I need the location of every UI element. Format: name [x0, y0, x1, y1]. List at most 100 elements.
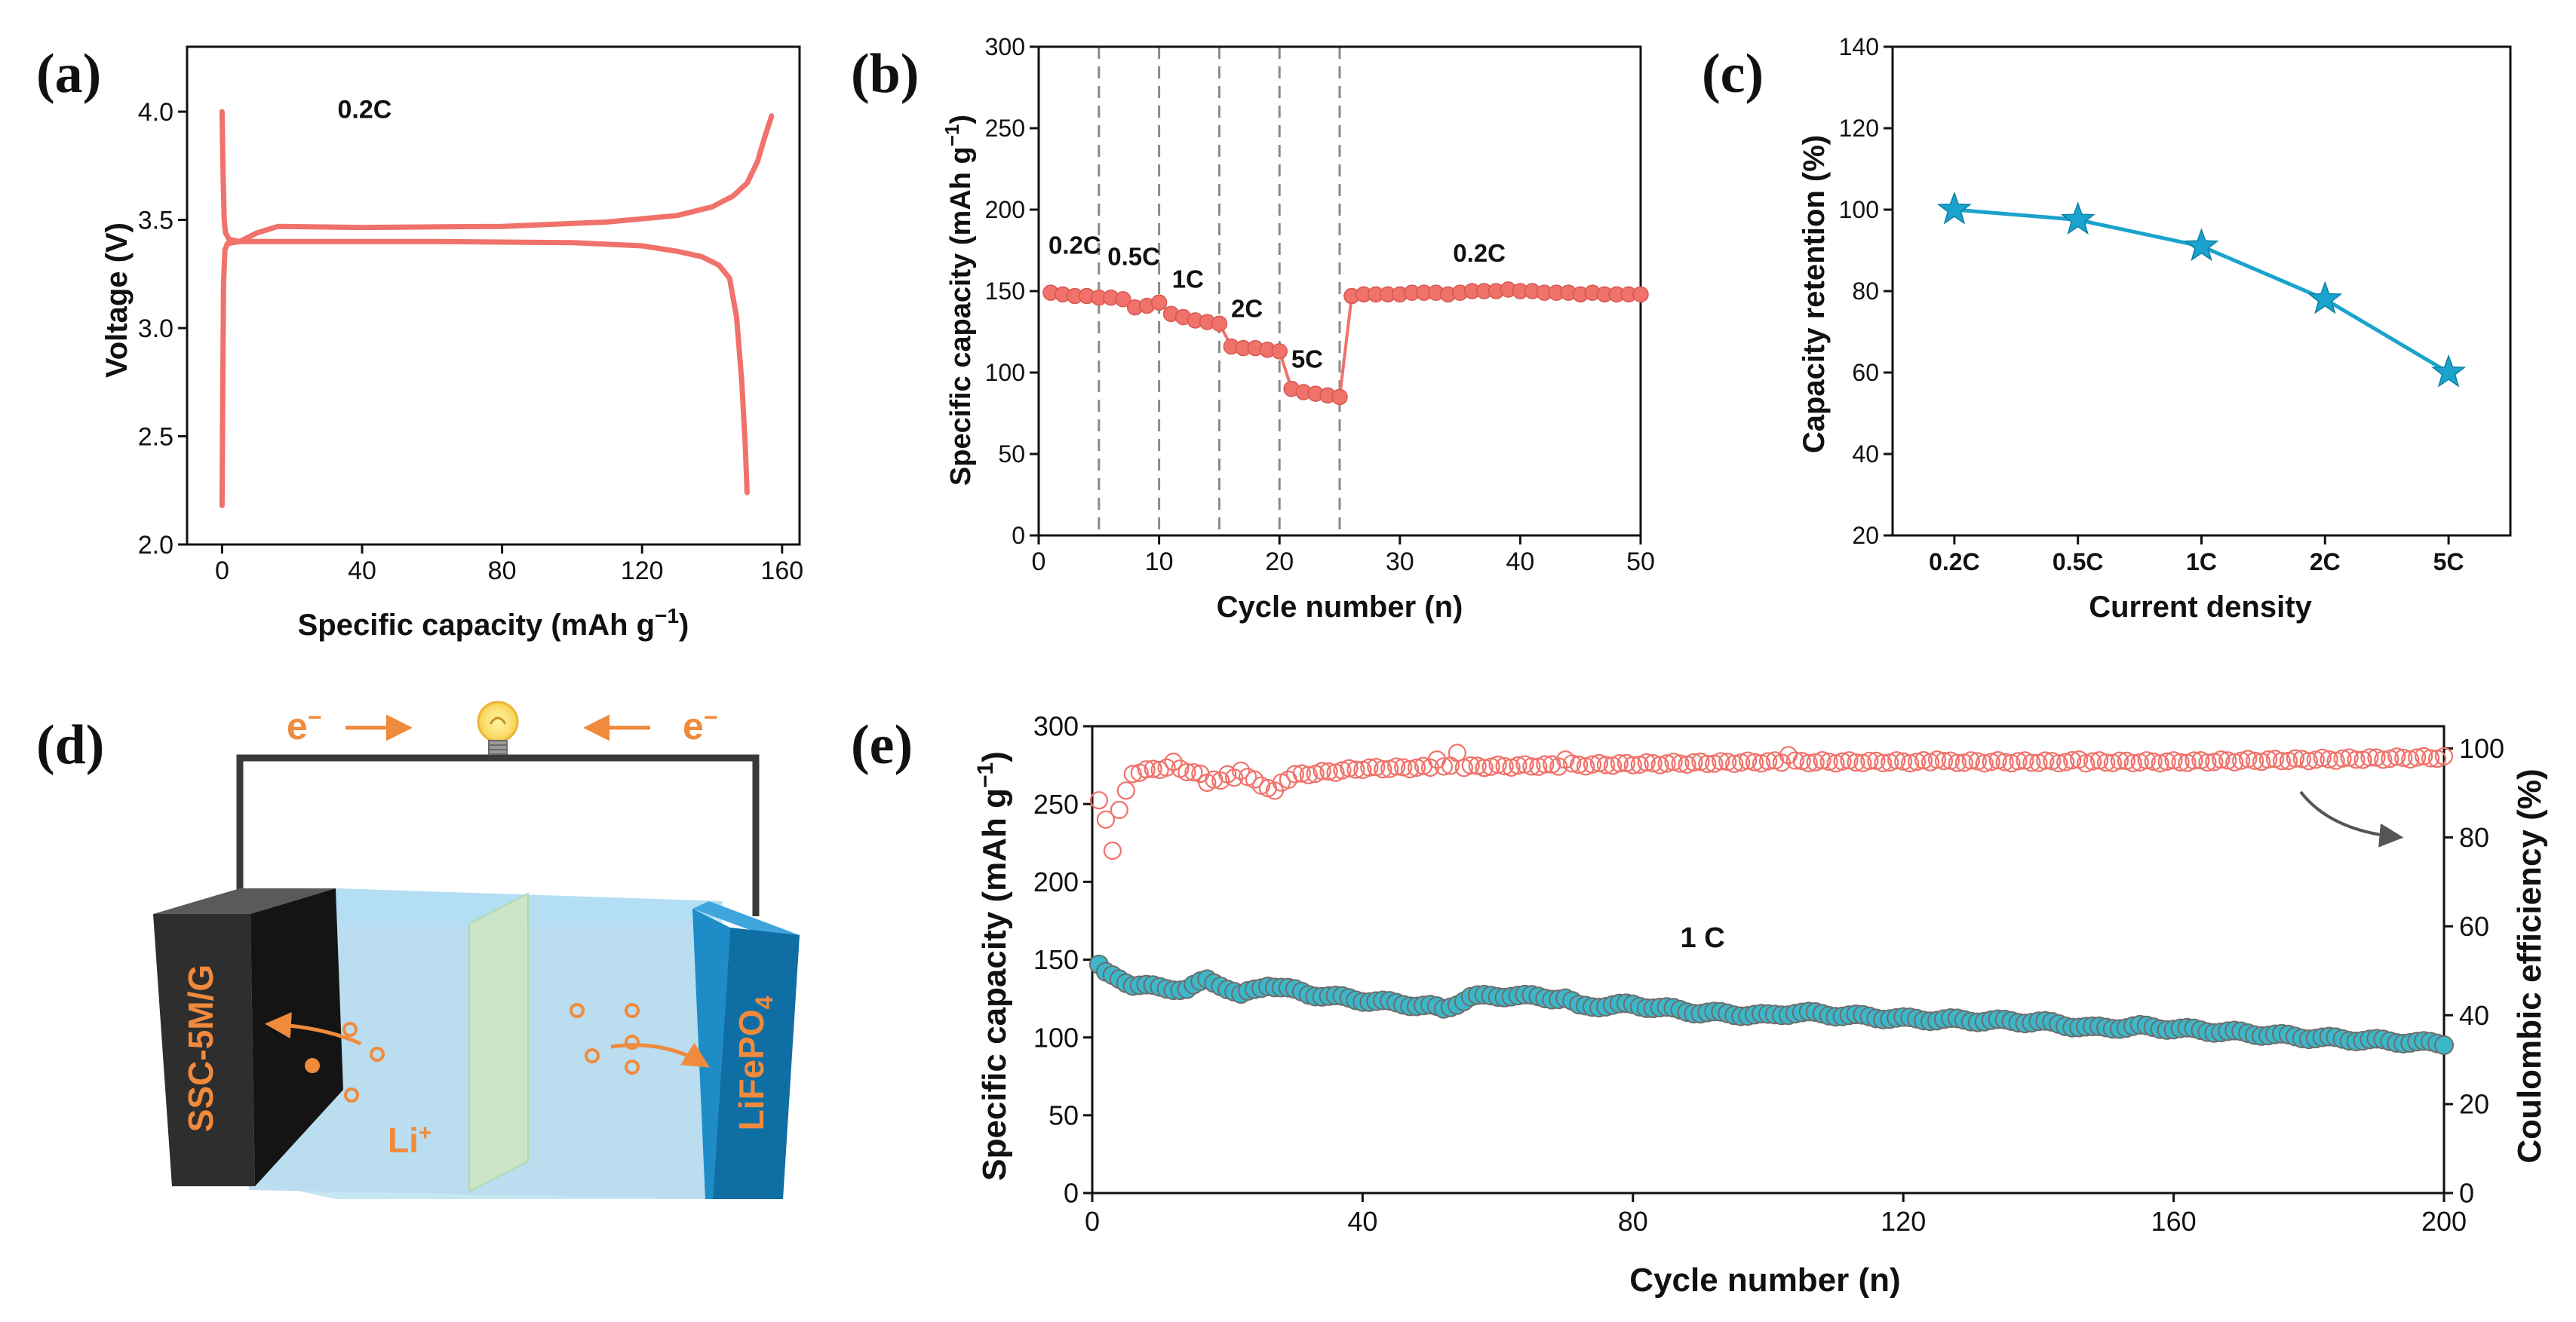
panel-e-efficiency-point: [1346, 760, 1365, 779]
panel-e-efficiency-point: [1434, 757, 1454, 776]
panel-e-efficiency-point: [1481, 757, 1500, 776]
panel-e-efficiency-point: [2077, 754, 2095, 773]
panel-a-y-tick-label: 3.0: [138, 314, 173, 343]
panel-e-x-tick-label: 120: [1881, 1206, 1926, 1237]
panel-c-star-marker: [2431, 354, 2467, 388]
panel-a-y-tick-label: 2.5: [138, 422, 173, 451]
panel-e-efficiency-point: [1157, 758, 1176, 777]
panel-e-efficiency-point: [1245, 770, 1264, 789]
panel-b-data-point: [1271, 343, 1288, 360]
panel-a-x-tick-label: 120: [621, 557, 664, 585]
panel-e-efficiency-point: [1089, 791, 1109, 810]
panel-a-y-tick-label: 4.0: [138, 98, 173, 127]
panel-b-data-point: [1632, 286, 1649, 303]
panel-e-efficiency-point: [2123, 753, 2142, 773]
panel-c-y-tick-label: 100: [1839, 196, 1879, 223]
panel-e-efficiency-point: [1894, 752, 1913, 771]
panel-e-efficiency-point: [1448, 744, 1466, 762]
panel-e-efficiency-point: [1488, 755, 1507, 774]
panel-e-efficiency-point: [1739, 751, 1758, 770]
panel-e-efficiency-point: [1712, 752, 1730, 771]
panel-a-y-tick-label: 2.0: [138, 531, 173, 560]
panel-e-y-right-tick-label: 0: [2459, 1178, 2474, 1209]
panel-e-efficiency-point: [2299, 752, 2318, 771]
panel-e-y-tick-label: 150: [1033, 944, 1079, 975]
panel-c-x-tick-label: 1C: [2186, 548, 2217, 575]
panel-e-efficiency-point: [1103, 841, 1122, 860]
panel-b-y-tick-label: 50: [998, 440, 1025, 468]
panel-e-efficiency-point: [1225, 768, 1244, 787]
panel-e-efficiency-point: [1975, 754, 1994, 773]
panel-b-y-axis-title: Specific capacity (mAh g−1): [941, 115, 977, 486]
anode-label: SSC-5M/G: [181, 965, 220, 1132]
panel-e-y-right-tick-label: 100: [2459, 733, 2504, 764]
panel-a-x-tick-label: 40: [348, 557, 376, 585]
panel-e-efficiency-point: [1184, 763, 1203, 782]
panel-b-x-tick-label: 0: [1032, 548, 1046, 576]
panel-e-efficiency-point: [1826, 754, 1845, 773]
panel-b-x-tick-label: 30: [1386, 548, 1414, 576]
panel-e-efficiency-point: [1589, 753, 1609, 772]
panel-e-efficiency-point: [1982, 753, 2000, 771]
panel-e-efficiency-point: [1650, 756, 1669, 774]
panel-c: (c) 0.2C 0.5C 1C 2C 5C 20 40 60 80 100 120 140 Curr…: [1702, 33, 2512, 624]
panel-e-efficiency-point: [1536, 755, 1555, 774]
panel-b-y-tick-label: 100: [985, 359, 1025, 386]
panel-e-efficiency-point: [2401, 750, 2420, 769]
panel-a: (a) 0 40 80 120 160 2.0 2.5 3.0 3.5 4.0 0.2C Spec…: [36, 43, 803, 642]
panel-e-efficiency-point: [2381, 750, 2399, 768]
light-bulb-icon: [477, 701, 519, 755]
panel-e-y-tick-label: 300: [1033, 711, 1079, 742]
panel-e-efficiency-point: [2002, 754, 2021, 773]
panel-b-y-tick-label: 0: [1012, 522, 1025, 549]
separator-membrane: [468, 892, 529, 1193]
panel-e-efficiency-point: [2049, 753, 2068, 773]
panel-e-efficiency-point: [1725, 754, 1744, 773]
panel-b-data-point: [1114, 291, 1131, 308]
panel-e-x-tick-label: 0: [1085, 1206, 1100, 1237]
panel-e-efficiency-point: [1914, 751, 1933, 770]
panel-c-x-tick-label: 5C: [2433, 548, 2464, 575]
panel-e-efficiency-point: [2198, 753, 2217, 772]
panel-e-y-right-tick-label: 60: [2459, 911, 2489, 942]
panel-d: (d) e− e− SSC-5M/G LiFePO4: [36, 701, 800, 1199]
panel-b-rate-label: 0.2C: [1049, 231, 1101, 259]
panel-e-efficiency-point: [1927, 750, 1947, 769]
panel-e-efficiency-point: [2340, 748, 2359, 767]
panel-e-efficiency-point: [2218, 751, 2237, 770]
panel-b-y-tick-label: 150: [985, 278, 1025, 305]
panel-e-efficiency-point: [1961, 751, 1980, 770]
lithium-ions: [305, 1003, 640, 1103]
panel-e-efficiency-point: [2171, 753, 2190, 771]
panel-e-efficiency-point: [2434, 747, 2454, 766]
panel-e-efficiency-point: [1860, 751, 1879, 770]
panel-e-efficiency-point: [2157, 752, 2176, 771]
panel-e-efficiency-point: [2374, 750, 2393, 769]
panel-c-x-tick-label: 0.2C: [1929, 548, 1980, 575]
panel-e-capacity-point: [2434, 1035, 2454, 1055]
panel-b-data-point: [1331, 388, 1348, 406]
panel-e-efficiency-point: [1819, 752, 1838, 771]
panel-e-efficiency-point: [1360, 758, 1379, 777]
panel-c-y-axis-title: Capacity retention (%): [1798, 135, 1831, 453]
electron-label-left: e−: [287, 704, 322, 747]
panel-e-efficiency-point: [1522, 757, 1541, 776]
panel-b-x-tick-label: 40: [1506, 548, 1534, 576]
anode-front-face: [153, 914, 255, 1186]
panel-e-efficiency-point: [1292, 764, 1311, 783]
panel-e-efficiency-point: [1509, 756, 1527, 775]
panel-e-efficiency-point: [2421, 749, 2440, 768]
panel-e-efficiency-point: [1887, 751, 1906, 770]
panel-d-label: (d): [36, 714, 104, 776]
panel-e-efficiency-point: [2258, 750, 2278, 769]
panel-e-efficiency-point: [1596, 756, 1616, 774]
panel-e-efficiency-point: [1644, 754, 1663, 773]
panel-e-efficiency-point: [1313, 762, 1331, 781]
panel-c-y-tick-label: 60: [1852, 359, 1879, 386]
panel-e-efficiency-point: [1407, 758, 1426, 778]
electron-label-right: e−: [683, 704, 718, 747]
panel-e-efficiency-point: [2415, 747, 2433, 765]
